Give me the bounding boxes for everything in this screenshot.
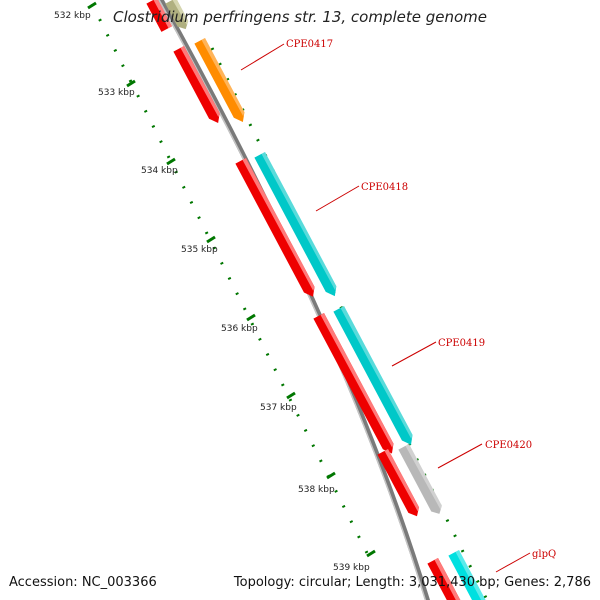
- label-leaders: [240, 43, 531, 573]
- cds-feature[interactable]: [235, 158, 318, 300]
- gene-labels: CPE0417 CPE0418 CPE0419 CPE0420 glpQ: [286, 39, 556, 560]
- gene-shape: [448, 550, 488, 600]
- ruler-label: 537 kbp: [260, 403, 297, 413]
- ruler-label: 539 kbp: [333, 563, 370, 573]
- gene-label-glpq[interactable]: glpQ: [532, 549, 556, 560]
- gene-shape: [333, 306, 413, 445]
- cds-feature[interactable]: [173, 46, 223, 126]
- gene-shape: [398, 444, 442, 514]
- ruler-label: 534 kbp: [141, 166, 178, 176]
- gene-feature[interactable]: [398, 444, 444, 517]
- gene-label-cpe0418[interactable]: CPE0418: [361, 182, 408, 193]
- gene-shape: [254, 152, 337, 297]
- ruler-label: 533 kbp: [98, 88, 135, 98]
- map-title: Clostridium perfringens str. 13, complet…: [112, 8, 488, 26]
- gene-feature[interactable]: [254, 152, 340, 299]
- gene-shape: [194, 38, 245, 123]
- ruler-labels: 532 kbp 533 kbp 534 kbp 535 kbp 536 kbp …: [54, 11, 370, 573]
- gene-feature-olive[interactable]: [165, 0, 191, 32]
- ruler-label: 536 kbp: [221, 324, 258, 334]
- gene-track: [165, 0, 488, 600]
- gene-feature[interactable]: [333, 306, 416, 448]
- gene-label-cpe0419[interactable]: CPE0419: [438, 338, 485, 349]
- genome-summary-text: Topology: circular; Length: 3,031,430 bp…: [233, 575, 591, 590]
- gene-feature[interactable]: [448, 550, 488, 600]
- cds-track: [146, 0, 462, 600]
- gene-label-cpe0417[interactable]: CPE0417: [286, 39, 333, 50]
- accession-text: Accession: NC_003366: [9, 575, 157, 590]
- gene-feature[interactable]: [194, 38, 248, 125]
- ruler-label: 532 kbp: [54, 11, 91, 21]
- cds-feature[interactable]: [313, 313, 397, 456]
- cds-feature[interactable]: [377, 449, 422, 519]
- ruler-major-ticks: [87, 1, 376, 558]
- ruler-label: 535 kbp: [181, 245, 218, 255]
- gene-label-cpe0420[interactable]: CPE0420: [485, 440, 532, 451]
- cds-feature[interactable]: [146, 0, 173, 32]
- ruler-label: 538 kbp: [298, 485, 335, 495]
- cds-feature[interactable]: [427, 558, 462, 600]
